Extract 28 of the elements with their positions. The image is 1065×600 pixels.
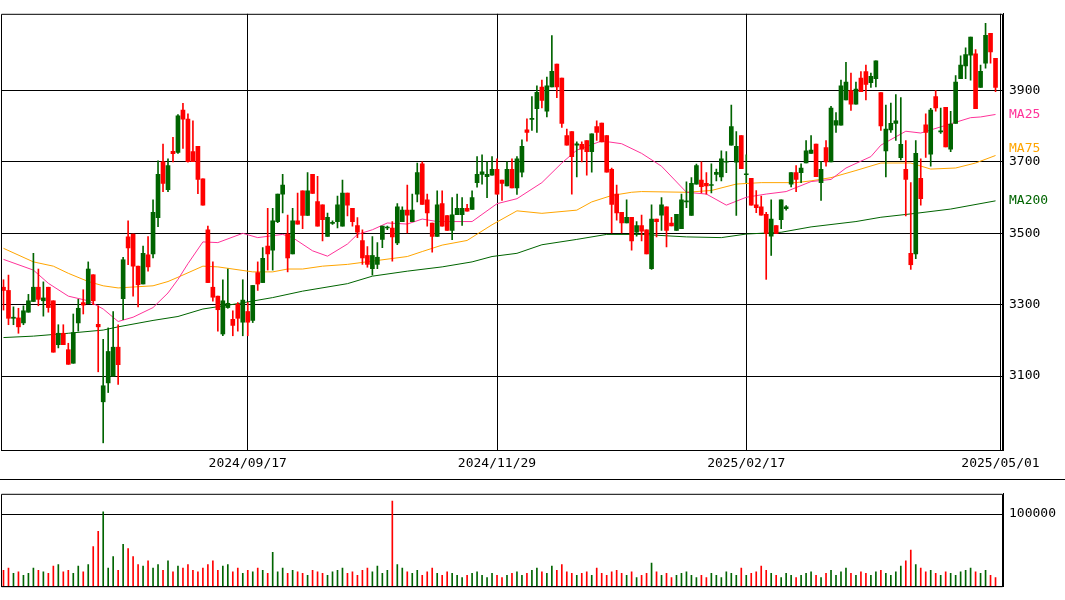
x-tick-label: 2024/09/17 xyxy=(208,455,287,471)
y-tick-label: 3300 xyxy=(1009,296,1041,312)
x-tick-label: 2024/11/29 xyxy=(457,455,537,471)
candlestick xyxy=(908,182,914,270)
y-tick-label: 3500 xyxy=(1009,224,1041,240)
candlestick xyxy=(265,208,271,271)
x-tick-label: 2025/02/17 xyxy=(707,455,786,471)
series-label: MA75 xyxy=(1009,140,1041,156)
candlestick xyxy=(574,141,580,178)
x-tick-label: 2025/05/01 xyxy=(961,455,1040,471)
candlestick xyxy=(484,161,490,198)
candlestick xyxy=(529,96,535,131)
candlestick xyxy=(95,305,101,373)
y-tick-label: 3700 xyxy=(1009,153,1041,169)
candlestick xyxy=(80,289,86,315)
y-tick-label: 3900 xyxy=(1009,81,1041,97)
candlestick xyxy=(923,113,929,158)
candlestick xyxy=(743,154,749,183)
candlestick xyxy=(524,118,530,142)
series-label: MA25 xyxy=(1009,105,1041,121)
candlestick xyxy=(404,184,410,234)
candlestick xyxy=(903,140,909,217)
y-tick-label: 100000 xyxy=(1009,505,1056,521)
candlestick xyxy=(893,94,899,141)
candlestick xyxy=(898,97,904,161)
candlestick xyxy=(390,221,395,262)
y-tick-label: 3100 xyxy=(1009,367,1041,383)
series-label: MA200 xyxy=(1009,192,1049,208)
